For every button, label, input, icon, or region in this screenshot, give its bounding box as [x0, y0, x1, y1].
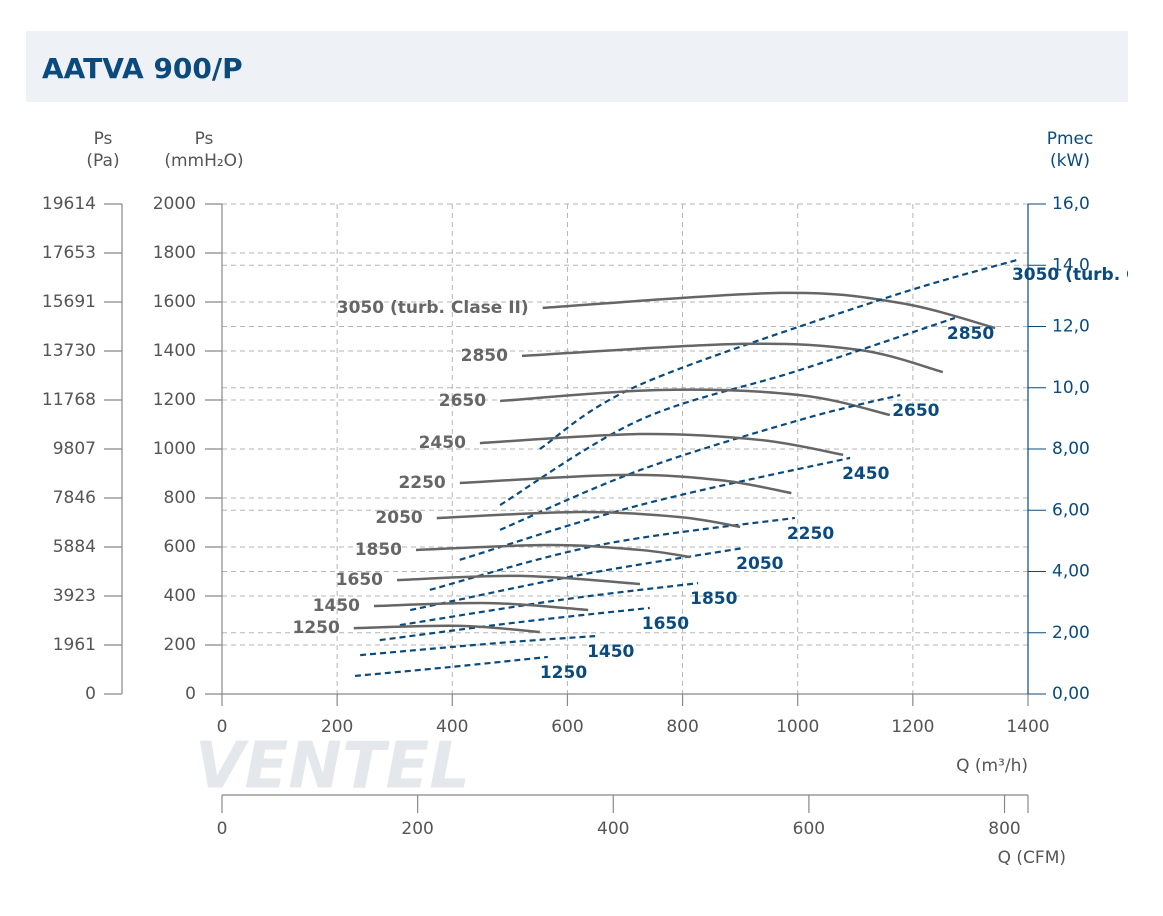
y2-tick-label: 12,0: [1052, 317, 1090, 337]
pressure-label: 1850: [355, 540, 402, 560]
pressure-curve: [521, 342, 944, 374]
cfm-tick-label: 200: [401, 819, 433, 839]
cfm-title: Q (CFM): [998, 848, 1066, 868]
x-tick-label: 0: [217, 717, 228, 737]
pa-tick-label: 17653: [42, 243, 96, 263]
x-tick-label: 200: [321, 717, 353, 737]
y2-tick-label: 2,00: [1052, 623, 1090, 643]
pressure-curve: [373, 601, 589, 612]
y-tick-label: 200: [164, 635, 196, 655]
y2-tick-label: 14,0: [1052, 255, 1090, 275]
cfm-tick-label: 400: [597, 819, 629, 839]
pa-tick-label: 15691: [42, 292, 96, 312]
power-curve: [499, 394, 901, 531]
power-curve: [379, 606, 650, 642]
x-tick-label: 1400: [1006, 717, 1049, 737]
pa-tick-label: 3923: [53, 586, 96, 606]
x-tick-label: 600: [551, 717, 583, 737]
pressure-label: 2250: [398, 473, 445, 493]
power-curve: [429, 516, 795, 591]
power-label: 1650: [642, 614, 689, 634]
pressure-label: 2050: [375, 508, 422, 528]
y-tick-label: 1600: [153, 292, 196, 312]
x-tick-label: 1000: [776, 717, 819, 737]
power-curve: [360, 635, 596, 657]
power-curve: [539, 258, 1021, 450]
power-label: 1850: [690, 589, 737, 609]
y2-tick-label: 0,00: [1052, 684, 1090, 704]
y-tick-label: 800: [164, 488, 196, 508]
pressure-label: 1650: [336, 570, 383, 590]
pa-tick-label: 19614: [42, 194, 96, 214]
pa-tick-label: 1961: [53, 635, 96, 655]
power-curve: [354, 655, 548, 678]
y-tick-label: 1400: [153, 341, 196, 361]
cfm-tick-label: 600: [793, 819, 825, 839]
pressure-curve: [479, 432, 844, 457]
pressure-curve: [396, 574, 641, 586]
power-label: 1250: [540, 663, 587, 683]
power-label: 2050: [736, 554, 783, 574]
x-tick-label: 1200: [891, 717, 934, 737]
cfm-tick-label: 0: [217, 819, 228, 839]
power-label: 1450: [587, 642, 634, 662]
y-tick-label: 600: [164, 537, 196, 557]
y2-tick-label: 10,0: [1052, 378, 1090, 398]
y2-title: (kW): [1050, 151, 1090, 171]
y-tick-label: 1800: [153, 243, 196, 263]
pa-tick-label: 13730: [42, 341, 96, 361]
pressure-curve: [436, 510, 741, 529]
pressure-label: 2850: [461, 346, 508, 366]
x-tick-label: 400: [436, 717, 468, 737]
watermark: VENTEL: [195, 730, 470, 804]
pa-tick-label: 9807: [53, 439, 96, 459]
pa-tick-label: 7846: [53, 488, 96, 508]
power-curve: [399, 582, 699, 627]
pa-tick-label: 0: [85, 684, 96, 704]
y-tick-label: 1000: [153, 439, 196, 459]
y-tick-label: 0: [185, 684, 196, 704]
x-title: Q (m³/h): [956, 756, 1028, 776]
y2-tick-label: 8,00: [1052, 439, 1090, 459]
pressure-label: 1450: [313, 596, 360, 616]
power-label: 2250: [787, 524, 834, 544]
pa-title: (Pa): [86, 151, 119, 171]
pressure-curve: [415, 543, 691, 559]
pressure-label: 1250: [293, 618, 340, 638]
pressure-label: 3050 (turb. Clase II): [337, 298, 529, 318]
y-tick-label: 1200: [153, 390, 196, 410]
pressure-curve: [499, 388, 891, 417]
pressure-curve: [542, 291, 996, 330]
x-tick-label: 800: [666, 717, 698, 737]
power-label: 2650: [892, 401, 939, 421]
title-bar: [26, 31, 1128, 102]
power-label: 3050 (turb. Clase II): [1012, 265, 1163, 285]
y-title: Ps: [195, 129, 214, 149]
y2-tick-label: 16,0: [1052, 194, 1090, 214]
y-tick-label: 2000: [153, 194, 196, 214]
y2-tick-label: 6,00: [1052, 500, 1090, 520]
pressure-label: 2650: [439, 391, 486, 411]
chart-title: AATVA 900/P: [42, 52, 243, 85]
y-title: (mmH₂O): [164, 151, 243, 171]
power-curve: [410, 546, 745, 612]
pressure-label: 2450: [419, 433, 466, 453]
power-label: 2850: [947, 324, 994, 344]
y-tick-label: 400: [164, 586, 196, 606]
y2-title: Pmec: [1047, 129, 1094, 149]
cfm-tick-label: 800: [988, 819, 1020, 839]
y2-tick-label: 4,00: [1052, 562, 1090, 582]
pa-tick-label: 11768: [42, 390, 96, 410]
pa-title: Ps: [94, 129, 113, 149]
power-curve: [499, 316, 956, 506]
pa-tick-label: 5884: [53, 537, 96, 557]
power-label: 2450: [842, 464, 889, 484]
pressure-curve: [459, 473, 792, 495]
plot: Ps(Pa)Ps(mmH₂O)Pmec(kW)Q (m³/h)Q (CFM)02…: [42, 129, 1163, 868]
pressure-curve: [353, 624, 540, 634]
